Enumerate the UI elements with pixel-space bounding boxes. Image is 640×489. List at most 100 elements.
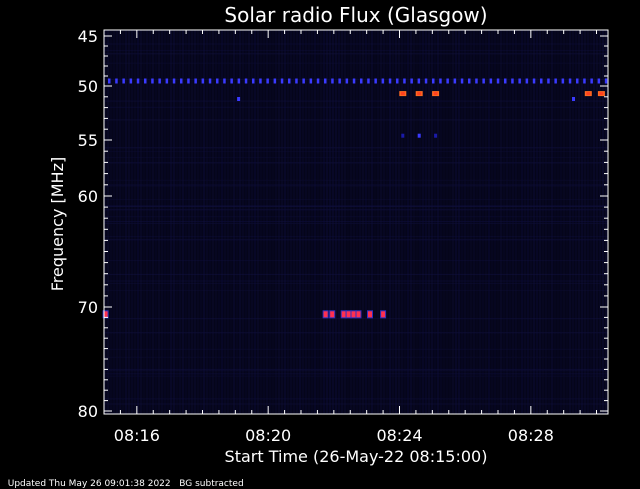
noise-row bbox=[104, 239, 608, 241]
band-dot bbox=[136, 78, 140, 84]
burst-mark bbox=[351, 311, 356, 318]
noise-row bbox=[104, 289, 608, 291]
burst-marks bbox=[102, 91, 605, 319]
band-dot bbox=[108, 78, 111, 84]
axes: 45 50 55 60 70 80 08:16 08:20 08:24 08:28 bbox=[78, 27, 609, 445]
burst-mark bbox=[323, 311, 328, 318]
noise-row bbox=[104, 403, 608, 405]
burst-mark bbox=[330, 311, 335, 318]
noise-row bbox=[104, 205, 608, 207]
noise-row bbox=[104, 119, 608, 121]
band-dot bbox=[338, 78, 341, 84]
x-tick-label: 08:16 bbox=[114, 426, 160, 445]
band-dot bbox=[151, 78, 154, 84]
y-tick-label: 50 bbox=[78, 77, 98, 96]
x-tick-label: 08:24 bbox=[376, 426, 422, 445]
noise-row bbox=[104, 221, 608, 223]
band-dot bbox=[237, 78, 241, 84]
band-dot bbox=[388, 78, 392, 84]
burst-mark bbox=[103, 311, 108, 318]
band-dot bbox=[360, 78, 363, 84]
band-dot bbox=[295, 78, 298, 84]
band-dot bbox=[525, 78, 529, 84]
noise-row bbox=[104, 179, 608, 181]
burst-mark bbox=[346, 311, 351, 318]
band-dot bbox=[561, 78, 565, 84]
band-dot bbox=[201, 78, 205, 84]
noise-row bbox=[104, 236, 608, 238]
band-dot bbox=[302, 78, 305, 84]
band-dot bbox=[446, 78, 449, 84]
band-dot bbox=[475, 78, 478, 84]
band-dot bbox=[352, 78, 356, 84]
noise-row bbox=[104, 370, 608, 372]
band-dot bbox=[309, 78, 313, 84]
noise-row bbox=[104, 199, 608, 201]
burst-mark bbox=[434, 133, 438, 138]
noise-row bbox=[104, 43, 608, 45]
bg-subtracted-note: BG subtracted bbox=[179, 479, 244, 489]
band-dot bbox=[244, 78, 248, 84]
band-dot bbox=[129, 78, 133, 84]
band-dot bbox=[489, 78, 493, 84]
noise-row bbox=[104, 78, 608, 80]
noise-row bbox=[104, 260, 608, 262]
burst-mark bbox=[341, 311, 346, 318]
band-dot bbox=[568, 78, 572, 84]
band-dot bbox=[540, 78, 543, 84]
burst-core bbox=[417, 92, 422, 96]
band-dot bbox=[345, 78, 349, 84]
band-dot bbox=[288, 78, 291, 84]
noise-row bbox=[104, 106, 608, 108]
noise-row bbox=[104, 318, 608, 320]
band-dot bbox=[216, 78, 219, 84]
noise-row bbox=[104, 283, 608, 284]
band-dot bbox=[374, 78, 377, 84]
burst-core bbox=[400, 92, 405, 96]
band-dot bbox=[180, 78, 183, 84]
plot-frame bbox=[103, 29, 609, 415]
noise-row bbox=[104, 356, 608, 358]
band-dot bbox=[468, 78, 471, 84]
noise-row bbox=[104, 162, 608, 164]
band-dot bbox=[316, 78, 320, 84]
noise-row bbox=[104, 156, 608, 158]
noise-row bbox=[104, 150, 608, 152]
noise-row bbox=[104, 162, 608, 164]
burst-core bbox=[599, 92, 604, 96]
band-dot bbox=[597, 78, 601, 84]
noise-row bbox=[104, 273, 608, 275]
band-dot bbox=[439, 78, 442, 84]
noise-row bbox=[104, 373, 608, 375]
y-tick-label: 55 bbox=[78, 131, 98, 150]
interference-band bbox=[108, 78, 608, 84]
band-dot bbox=[432, 78, 435, 84]
burst-mark bbox=[237, 97, 241, 101]
noise-row bbox=[104, 368, 608, 370]
band-dot bbox=[396, 78, 399, 84]
band-dot bbox=[518, 78, 521, 84]
band-dot bbox=[158, 78, 161, 84]
band-dot bbox=[532, 78, 536, 84]
noise-row bbox=[104, 375, 608, 377]
noise-row bbox=[104, 348, 608, 350]
band-dot bbox=[266, 78, 269, 84]
y-tick-label: 80 bbox=[78, 402, 98, 421]
burst-core bbox=[586, 92, 591, 96]
band-dot bbox=[604, 78, 608, 84]
x-axis-label: Start Time (26-May-22 08:15:00) bbox=[225, 447, 488, 466]
noise-row bbox=[104, 100, 608, 102]
y-tick-label: 70 bbox=[78, 298, 98, 317]
footer: Updated Thu May 26 09:01:38 2022 BG subt… bbox=[2, 469, 244, 489]
band-dot bbox=[460, 78, 464, 84]
burst-mark bbox=[417, 133, 421, 138]
x-tick-label: 08:28 bbox=[508, 426, 554, 445]
noise-row bbox=[104, 184, 608, 186]
band-dot bbox=[576, 78, 579, 84]
band-dot bbox=[122, 78, 125, 84]
band-dot bbox=[424, 78, 428, 84]
band-dot bbox=[410, 78, 413, 84]
band-dot bbox=[482, 78, 485, 84]
updated-timestamp: Updated Thu May 26 09:01:38 2022 bbox=[7, 479, 171, 489]
noise-row bbox=[104, 216, 608, 218]
